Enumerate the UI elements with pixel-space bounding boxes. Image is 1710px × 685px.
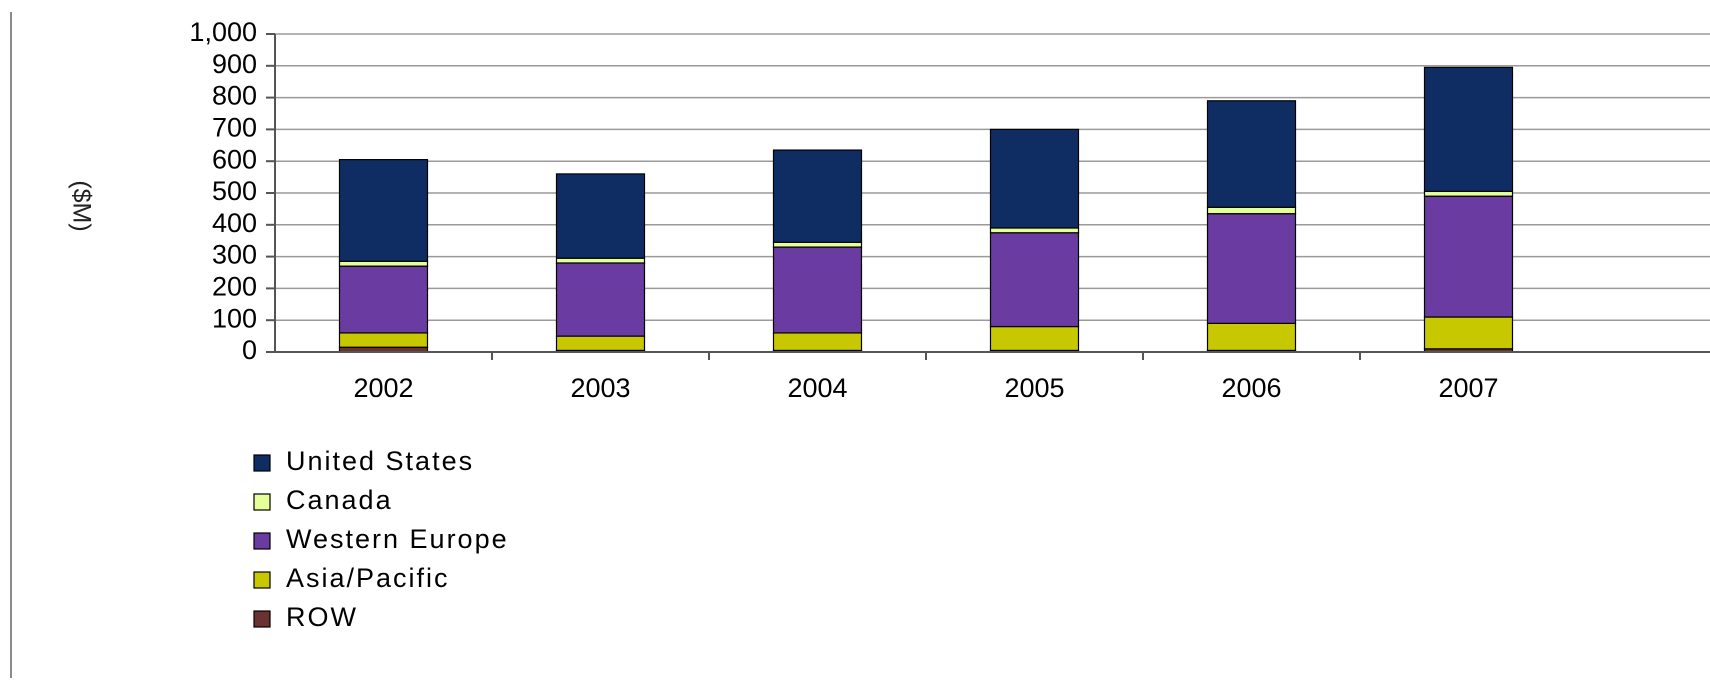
legend: United States Canada Western Europe Asia/Pa… xyxy=(253,446,509,632)
bar-canada-2002 xyxy=(338,260,429,267)
legend-label-row: ROW xyxy=(286,602,358,632)
left-border-line xyxy=(10,12,12,678)
bar-western-europe-2005 xyxy=(989,232,1080,328)
bar-asia-pacific-2007 xyxy=(1423,316,1514,350)
y-tick-label: 300 xyxy=(212,240,257,270)
bar-western-europe-2003 xyxy=(555,262,646,337)
y-axis-label: ($M) xyxy=(67,180,95,231)
bar-asia-pacific-2006 xyxy=(1206,322,1297,352)
bar-united-states-2006 xyxy=(1206,100,1297,208)
bar-canada-2006 xyxy=(1206,206,1297,215)
x-tick-label: 2002 xyxy=(353,373,413,403)
legend-label-western-europe: Western Europe xyxy=(286,524,509,554)
bar-united-states-2003 xyxy=(555,173,646,259)
legend-swatch-canada xyxy=(253,493,271,511)
legend-swatch-united-states xyxy=(253,454,271,472)
legend-swatch-row xyxy=(253,610,271,628)
y-tick-label: 200 xyxy=(212,272,257,302)
bar-western-europe-2006 xyxy=(1206,213,1297,324)
legend-label-canada: Canada xyxy=(286,485,393,515)
bar-united-states-2005 xyxy=(989,128,1080,229)
bar-canada-2005 xyxy=(989,227,1080,234)
y-tick-label: 500 xyxy=(212,176,257,206)
y-tick-label: 900 xyxy=(212,49,257,79)
bar-asia-pacific-2003 xyxy=(555,335,646,352)
legend-swatch-asia-pacific xyxy=(253,571,271,589)
legend-label-united-states: United States xyxy=(286,446,474,476)
bar-asia-pacific-2005 xyxy=(989,325,1080,352)
y-tick-label: 800 xyxy=(212,81,257,111)
axes xyxy=(266,33,1710,360)
bar-western-europe-2007 xyxy=(1423,195,1514,318)
bar-united-states-2004 xyxy=(772,149,863,243)
bar-canada-2003 xyxy=(555,257,646,264)
x-tick-label: 2005 xyxy=(1004,373,1064,403)
y-tick-label: 0 xyxy=(242,335,257,365)
bar-western-europe-2004 xyxy=(772,246,863,334)
legend-label-asia-pacific: Asia/Pacific xyxy=(286,563,450,593)
bar-united-states-2007 xyxy=(1423,66,1514,193)
bar-canada-2007 xyxy=(1423,190,1514,197)
y-tick-label: 600 xyxy=(212,144,257,174)
bar-canada-2004 xyxy=(772,241,863,248)
bar-asia-pacific-2004 xyxy=(772,332,863,352)
y-tick-label: 1,000 xyxy=(189,17,257,47)
y-tick-label: 100 xyxy=(212,303,257,333)
x-tick-label: 2007 xyxy=(1438,373,1498,403)
x-tick-labels: 2002 2003 2004 2005 2006 2007 xyxy=(353,373,1498,403)
y-tick-label: 400 xyxy=(212,208,257,238)
bar-united-states-2002 xyxy=(338,159,429,262)
bar-western-europe-2002 xyxy=(338,265,429,334)
bar-asia-pacific-2002 xyxy=(338,332,429,348)
x-tick-label: 2004 xyxy=(787,373,847,403)
legend-swatch-western-europe xyxy=(253,532,271,550)
y-tick-label: 700 xyxy=(212,113,257,143)
bars xyxy=(338,66,1514,353)
x-tick-label: 2003 xyxy=(570,373,630,403)
x-tick-label: 2006 xyxy=(1221,373,1281,403)
